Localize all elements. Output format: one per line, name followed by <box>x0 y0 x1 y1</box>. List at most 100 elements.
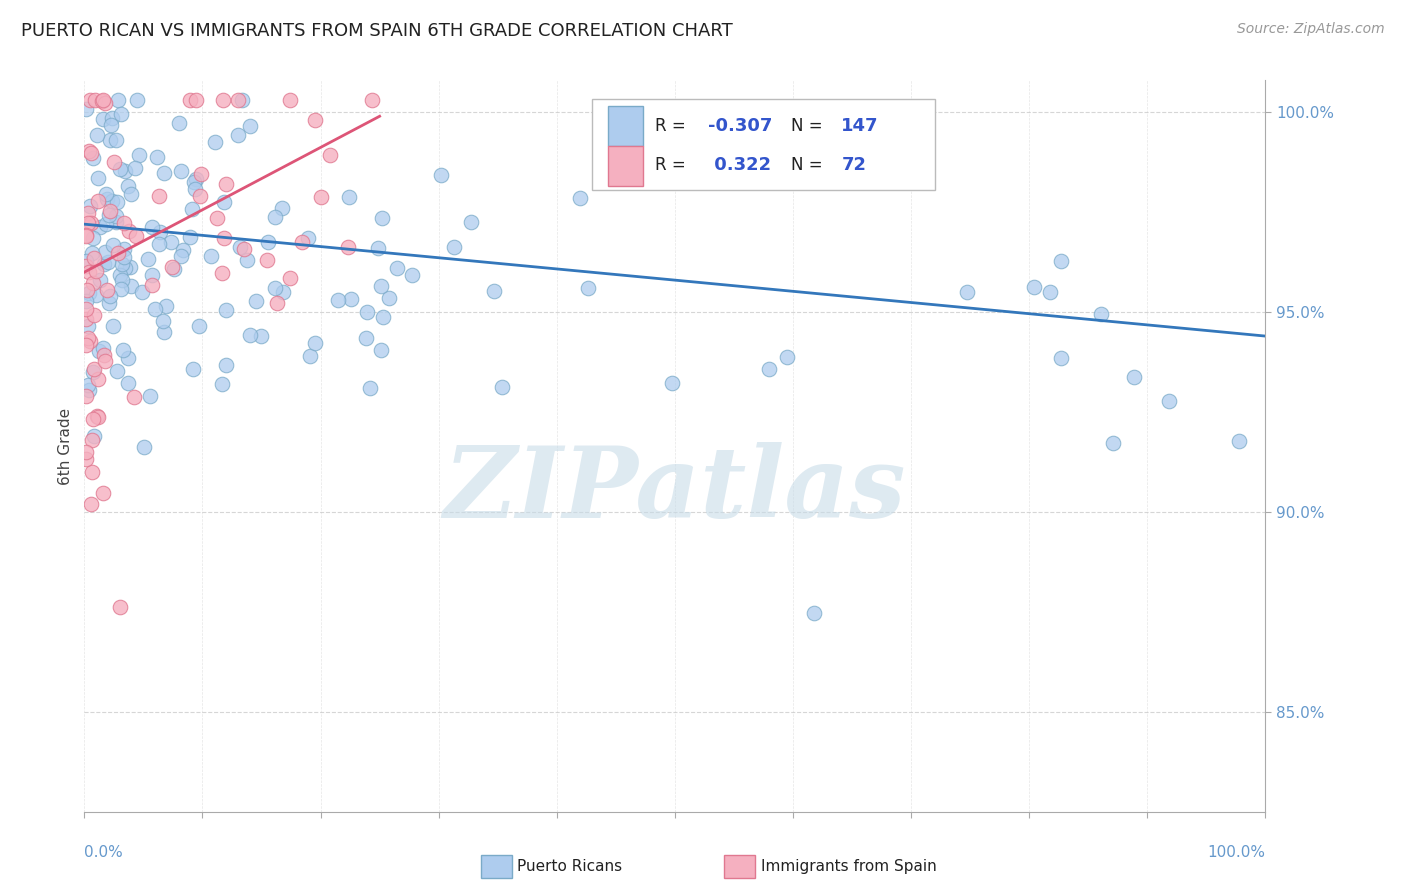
Point <box>127 93 149 107</box>
FancyBboxPatch shape <box>592 99 935 190</box>
Point <box>76 377 98 392</box>
Text: Puerto Ricans: Puerto Ricans <box>517 859 623 873</box>
Text: R =: R = <box>655 156 690 174</box>
Point <box>87 194 110 208</box>
Point <box>86 409 108 424</box>
Point <box>91 93 114 107</box>
Point <box>138 389 160 403</box>
Point <box>263 211 285 225</box>
Point <box>84 288 107 302</box>
Point <box>120 186 142 201</box>
Text: 72: 72 <box>841 156 866 174</box>
Point <box>75 102 97 116</box>
Point <box>183 175 205 189</box>
Point <box>75 444 97 458</box>
Point <box>96 192 118 206</box>
Point <box>94 245 117 260</box>
Point <box>83 429 105 443</box>
Point <box>82 365 104 379</box>
Point <box>271 202 294 216</box>
Point <box>179 93 201 107</box>
FancyBboxPatch shape <box>607 145 643 186</box>
Point <box>235 252 257 267</box>
Text: Source: ZipAtlas.com: Source: ZipAtlas.com <box>1237 22 1385 37</box>
Point <box>776 350 799 364</box>
Point <box>136 252 159 266</box>
Point <box>1090 307 1112 321</box>
Point <box>76 205 98 219</box>
Point <box>141 268 163 282</box>
Point <box>278 93 301 107</box>
Point <box>110 282 132 296</box>
Point <box>87 372 110 386</box>
Point <box>77 318 100 333</box>
Point <box>576 281 599 295</box>
Point <box>211 266 233 280</box>
Point <box>105 363 128 377</box>
Point <box>117 351 139 365</box>
Point <box>232 242 254 256</box>
Point <box>100 194 122 208</box>
Point <box>1050 351 1073 366</box>
Point <box>337 190 360 204</box>
Point <box>108 161 131 176</box>
Point <box>1038 285 1060 299</box>
Point <box>211 376 233 391</box>
Point <box>98 296 121 310</box>
Point <box>82 412 104 426</box>
Point <box>96 218 118 232</box>
Point <box>79 334 101 348</box>
Point <box>184 93 207 107</box>
Text: Immigrants from Spain: Immigrants from Spain <box>761 859 936 873</box>
Point <box>82 276 104 290</box>
Point <box>200 250 222 264</box>
Point <box>96 255 118 269</box>
Point <box>264 281 287 295</box>
Point <box>245 294 267 309</box>
Point <box>112 242 135 256</box>
Point <box>159 235 181 250</box>
Point <box>148 237 170 252</box>
Point <box>169 164 191 178</box>
Point <box>278 271 301 285</box>
Point <box>758 361 780 376</box>
Point <box>100 118 122 132</box>
Point <box>188 189 211 203</box>
Point <box>212 231 235 245</box>
Point <box>103 155 125 169</box>
Point <box>149 226 172 240</box>
Point <box>1123 369 1146 384</box>
Point <box>104 133 127 147</box>
Text: N =: N = <box>790 117 823 135</box>
Point <box>367 241 389 255</box>
Point <box>83 251 105 265</box>
Point <box>111 257 134 271</box>
Point <box>108 268 131 283</box>
Point <box>83 361 105 376</box>
Point <box>187 318 209 333</box>
Point <box>1102 436 1125 450</box>
Point <box>443 240 465 254</box>
Point <box>460 215 482 229</box>
Point <box>231 93 253 107</box>
Point <box>79 93 101 107</box>
Point <box>77 383 100 397</box>
Point <box>75 293 97 308</box>
Point <box>118 260 141 275</box>
Point <box>87 170 110 185</box>
Point <box>661 376 683 390</box>
Point <box>76 331 98 345</box>
Point <box>370 279 392 293</box>
Text: 100.0%: 100.0% <box>1208 845 1265 860</box>
Point <box>356 305 378 319</box>
Point <box>257 235 280 249</box>
Point <box>170 248 193 262</box>
Point <box>84 93 107 107</box>
Point <box>101 237 124 252</box>
Point <box>82 466 104 480</box>
Point <box>212 195 235 210</box>
Point <box>304 113 326 128</box>
Point <box>83 308 105 322</box>
Point <box>215 358 238 372</box>
Point <box>75 254 97 268</box>
